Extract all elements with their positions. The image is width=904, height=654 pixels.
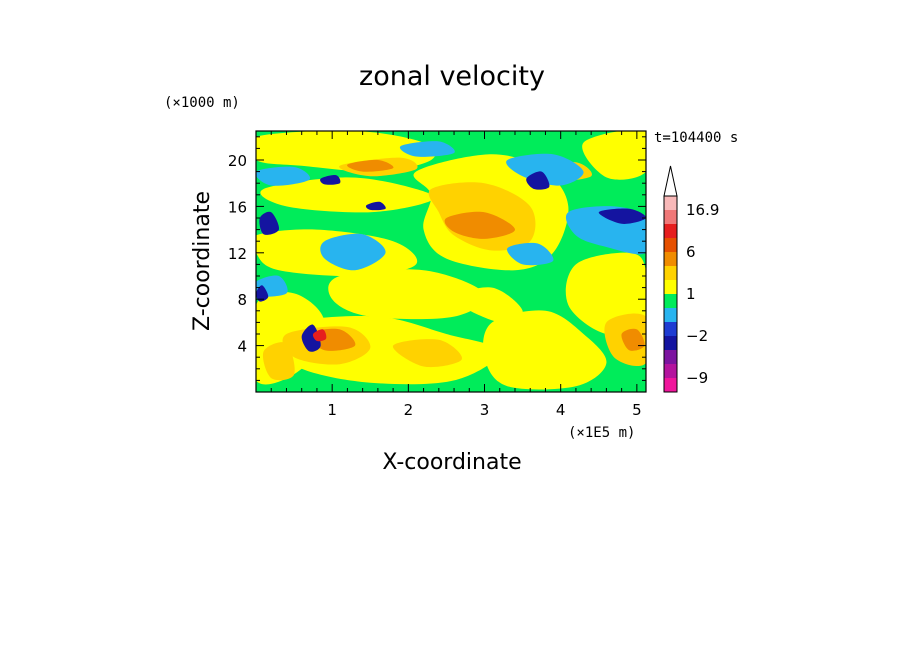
contour-region xyxy=(565,252,646,335)
contour-region xyxy=(506,153,584,186)
x-tick-label: 1 xyxy=(327,401,337,419)
contour-region xyxy=(582,131,646,180)
colorbar-swatch xyxy=(664,322,677,336)
contour-region xyxy=(301,324,321,352)
contour-region xyxy=(259,211,280,235)
contour-region xyxy=(392,339,462,368)
chart-title: zonal velocity xyxy=(359,61,545,92)
x-unit-label: (×1E5 m) xyxy=(568,425,635,441)
x-axis: 1 2 3 4 5 xyxy=(270,131,642,419)
x-tick-label: 5 xyxy=(632,401,642,419)
y-tick-label: 12 xyxy=(228,245,247,263)
colorbar-swatch xyxy=(664,252,677,266)
colorbar-swatch xyxy=(664,294,677,308)
contour-region xyxy=(526,171,550,190)
contour-region xyxy=(453,287,523,323)
colorbar-swatch xyxy=(664,266,677,280)
plot-frame xyxy=(255,130,647,393)
colorbar-swatch xyxy=(664,210,677,224)
colorbar-swatch xyxy=(664,378,677,392)
x-tick-label: 3 xyxy=(480,401,490,419)
contour-region xyxy=(365,201,386,211)
contour-region xyxy=(399,141,455,157)
colorbar-swatch xyxy=(664,308,677,322)
y-tick-label: 20 xyxy=(228,152,247,170)
colorbar-swatch xyxy=(664,224,677,238)
contour-region xyxy=(506,242,554,266)
contour-region xyxy=(312,329,327,342)
colorbar-label: 1 xyxy=(686,285,696,303)
colorbar-swatch xyxy=(664,280,677,294)
y-tick-label: 16 xyxy=(228,198,247,216)
colorbar: 16.9 6 1 −2 −9 xyxy=(663,165,719,393)
x-tick-label: 2 xyxy=(404,401,414,419)
contour-region xyxy=(483,310,607,390)
y-axis-label: Z-coordinate xyxy=(190,191,215,331)
x-axis-label: X-coordinate xyxy=(382,450,521,475)
contour-region xyxy=(444,211,515,239)
colorbar-label: 6 xyxy=(686,243,696,261)
colorbar-swatch xyxy=(664,350,677,364)
colorbar-swatch xyxy=(664,196,677,210)
contour-region xyxy=(262,342,295,381)
colorbar-label: −9 xyxy=(686,369,708,387)
colorbar-label: −2 xyxy=(686,327,708,345)
y-axis: 4 8 12 16 20 xyxy=(228,136,646,381)
plot-area xyxy=(256,131,646,392)
time-label: t=104400 s xyxy=(654,130,738,146)
contour-region xyxy=(347,159,394,172)
contour-region xyxy=(256,285,269,302)
colorbar-extend-arrow xyxy=(663,165,678,197)
y-unit-label: (×1000 m) xyxy=(164,95,240,111)
y-tick-label: 8 xyxy=(237,291,247,309)
contour-region xyxy=(320,233,386,271)
contour-region xyxy=(256,166,311,186)
contour-region xyxy=(260,177,434,213)
colorbar-swatch xyxy=(664,364,677,378)
x-tick-label: 4 xyxy=(556,401,566,419)
contour-region xyxy=(320,174,341,185)
colorbar-label: 16.9 xyxy=(686,201,719,219)
contour-region xyxy=(328,269,486,320)
colorbar-swatch xyxy=(664,336,677,350)
y-tick-label: 4 xyxy=(237,338,247,356)
contour-region xyxy=(598,208,646,224)
colorbar-swatch xyxy=(664,238,677,252)
